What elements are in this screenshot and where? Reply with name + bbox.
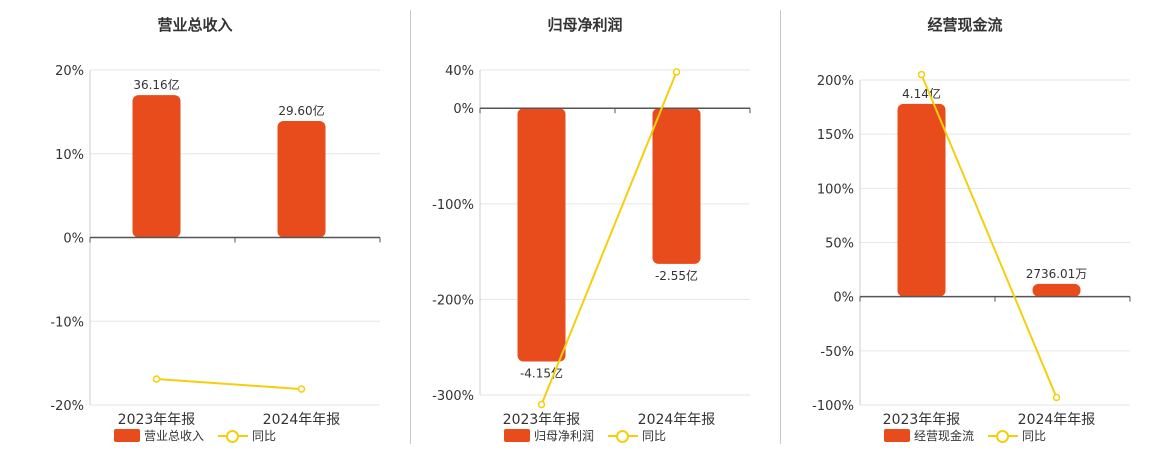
y-tick-label: -50% bbox=[820, 345, 854, 360]
panel-divider bbox=[780, 10, 781, 444]
legend-bar-label: 经营现金流 bbox=[913, 429, 974, 443]
chart-panel-net-profit: 归母净利润 40% 0% -100% -200% -300% -4.15亿 -2.55亿 20… bbox=[390, 0, 780, 450]
line-point bbox=[1052, 393, 1061, 402]
y-tick-label: -300% bbox=[432, 389, 474, 404]
legend-line-swatch bbox=[988, 429, 1018, 443]
legend-bar-swatch bbox=[883, 429, 910, 442]
bar bbox=[132, 95, 181, 238]
legend-bar-swatch bbox=[503, 429, 530, 442]
line-series bbox=[156, 378, 302, 391]
legend-bar-label: 归母净利润 bbox=[533, 429, 594, 443]
y-tick-label: 100% bbox=[817, 182, 854, 197]
chart-panel-revenue: 营业总收入 20% 10% 0% -10% -20% 36.16亿 29.60亿 2023年年… bbox=[0, 0, 390, 450]
x-tick-label: 2024年年报 bbox=[1018, 412, 1096, 428]
chart-panel-cash-flow: 经营现金流 200% 150% 100% 50% 0% -50% -100% 4.14亿 273… bbox=[770, 0, 1160, 450]
chart-svg: 200% 150% 100% 50% 0% -50% -100% 4.14亿 2736.01万 2… bbox=[812, 70, 1131, 428]
y-tick-label: -10% bbox=[50, 315, 84, 330]
y-tick-label: 20% bbox=[55, 64, 84, 79]
panel-divider bbox=[410, 10, 411, 444]
y-tick-label: -100% bbox=[812, 399, 854, 414]
legend-line-label: 同比 bbox=[252, 429, 277, 443]
bar-value-label: 4.14亿 bbox=[902, 86, 941, 101]
bar-value-label: 29.60亿 bbox=[278, 103, 324, 118]
x-tick-label: 2023年年报 bbox=[503, 412, 581, 428]
line-point bbox=[917, 70, 926, 79]
y-tick-label: 50% bbox=[825, 237, 854, 252]
legend: 归母净利润 同比 bbox=[390, 427, 780, 444]
y-tick-label: -200% bbox=[432, 293, 474, 308]
chart-title: 经营现金流 bbox=[927, 16, 1003, 34]
x-tick-label: 2024年年报 bbox=[263, 412, 341, 428]
line-point bbox=[297, 385, 306, 393]
legend-line-swatch bbox=[218, 429, 248, 443]
chart-svg: 20% 10% 0% -10% -20% 36.16亿 29.60亿 2023年年报 2024年… bbox=[50, 64, 381, 428]
y-tick-label: 0% bbox=[833, 291, 854, 306]
bar-value-label: 2736.01万 bbox=[1026, 267, 1088, 281]
y-tick-label: 10% bbox=[55, 148, 84, 163]
legend-line-label: 同比 bbox=[642, 429, 667, 443]
chart-title: 归母净利润 bbox=[547, 16, 623, 34]
legend-line-label: 同比 bbox=[1022, 429, 1047, 443]
bar bbox=[897, 103, 946, 297]
line-series bbox=[540, 71, 678, 405]
bar-value-label: 36.16亿 bbox=[133, 77, 179, 92]
bar-value-label: -2.55亿 bbox=[655, 268, 698, 283]
line-point bbox=[537, 400, 546, 409]
y-tick-label: -100% bbox=[432, 198, 474, 213]
line-series bbox=[920, 74, 1058, 398]
y-tick-label: 0% bbox=[453, 102, 474, 117]
x-tick-label: 2023年年报 bbox=[883, 412, 961, 428]
y-tick-label: 40% bbox=[445, 64, 474, 79]
x-tick-label: 2023年年报 bbox=[118, 412, 196, 428]
bar bbox=[517, 108, 566, 362]
legend-bar-swatch bbox=[113, 429, 140, 442]
bar bbox=[652, 108, 701, 264]
legend-line-swatch bbox=[608, 429, 638, 443]
legend: 经营现金流 同比 bbox=[770, 427, 1160, 444]
y-tick-label: 200% bbox=[817, 74, 854, 89]
y-tick-label: 0% bbox=[63, 232, 84, 247]
chart-title: 营业总收入 bbox=[157, 16, 233, 34]
line-point bbox=[672, 68, 681, 76]
bar bbox=[277, 120, 326, 238]
bar bbox=[1032, 283, 1081, 297]
y-tick-label: -20% bbox=[50, 399, 84, 414]
line-point bbox=[152, 375, 161, 383]
legend: 营业总收入 同比 bbox=[0, 427, 390, 444]
y-tick-label: 150% bbox=[817, 128, 854, 143]
legend-bar-label: 营业总收入 bbox=[143, 429, 204, 443]
x-tick-label: 2024年年报 bbox=[638, 412, 716, 428]
